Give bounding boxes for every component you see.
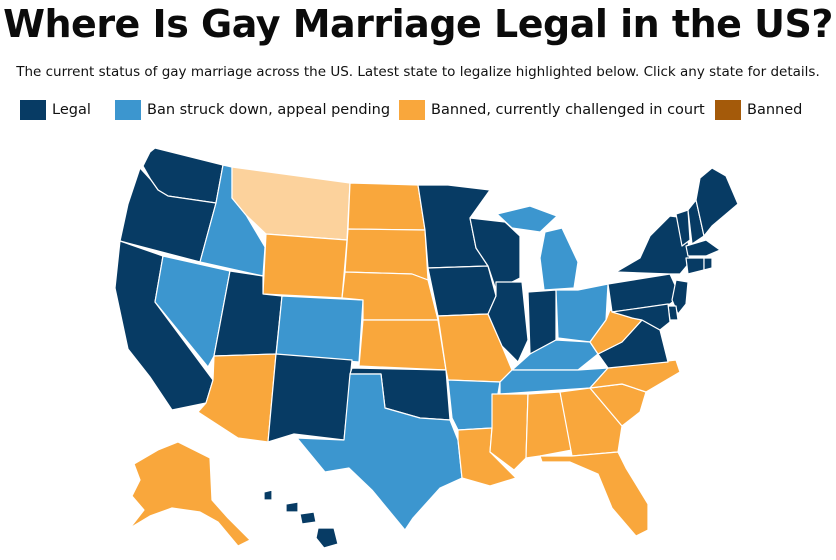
page-subtitle: The current status of gay marriage acros… (16, 64, 820, 80)
legend-item-banned[interactable]: Banned (715, 99, 802, 121)
state-iowa[interactable] (427, 265, 497, 317)
state-hawaii[interactable] (263, 489, 339, 549)
state-north-dakota[interactable] (347, 182, 426, 231)
legend-label-struck-down: Ban struck down, appeal pending (147, 102, 391, 118)
state-florida[interactable] (539, 451, 649, 537)
legend-item-challenged[interactable]: Banned, currently challenged in court (399, 99, 705, 121)
legend-swatch-struck-down (115, 100, 141, 120)
state-alabama[interactable] (525, 391, 573, 459)
legend-label-challenged: Banned, currently challenged in court (431, 102, 705, 118)
legend-label-banned: Banned (747, 102, 803, 118)
state-maine[interactable] (695, 167, 739, 237)
state-wyoming[interactable] (262, 233, 348, 299)
state-connecticut[interactable] (685, 257, 705, 275)
legend: Legal Ban struck down, appeal pending Ba… (20, 99, 820, 121)
legend-swatch-banned (715, 100, 741, 120)
legend-item-struck-down[interactable]: Ban struck down, appeal pending (115, 99, 390, 121)
legend-item-legal[interactable]: Legal (20, 99, 91, 121)
state-kansas[interactable] (358, 319, 447, 371)
state-maryland[interactable] (611, 303, 671, 331)
legend-swatch-challenged (399, 100, 425, 120)
state-massachusetts[interactable] (685, 239, 721, 257)
legend-label-legal: Legal (52, 102, 91, 118)
state-colorado[interactable] (275, 295, 364, 363)
state-alaska[interactable] (129, 441, 251, 547)
state-nevada[interactable] (154, 255, 231, 368)
state-new-mexico[interactable] (267, 353, 353, 443)
state-texas[interactable] (296, 373, 463, 531)
state-georgia[interactable] (559, 387, 623, 457)
state-illinois[interactable] (487, 281, 529, 363)
state-vermont[interactable] (675, 209, 691, 247)
state-arizona[interactable] (197, 353, 277, 443)
page-title: Where Is Gay Marriage Legal in the US? (3, 2, 833, 46)
us-map (114, 147, 739, 549)
state-rhode-island[interactable] (703, 257, 713, 271)
state-michigan[interactable] (496, 205, 579, 291)
legend-swatch-legal (20, 100, 46, 120)
